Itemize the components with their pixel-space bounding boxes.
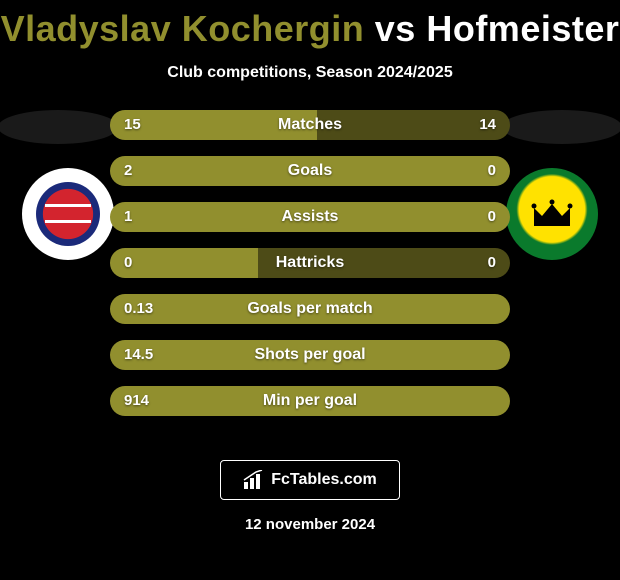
stat-label: Assists: [110, 202, 510, 232]
stat-label: Goals: [110, 156, 510, 186]
comparison-title: Vladyslav Kochergin vs Hofmeister: [0, 0, 620, 50]
brand-text: FcTables.com: [271, 471, 377, 489]
stat-bars-container: Matches1514Goals20Assists10Hattricks00Go…: [110, 110, 510, 432]
club-badge-player1-inner: [36, 182, 100, 246]
stat-value-player2: 0: [488, 202, 496, 232]
stat-value-player1: 14.5: [124, 340, 153, 370]
player1-name: Vladyslav Kochergin: [1, 8, 365, 49]
vs-separator: vs: [375, 8, 416, 49]
club-badge-player1: [22, 168, 114, 260]
stat-row: Goals2 0: [110, 156, 510, 186]
stat-label: Min per goal: [110, 386, 510, 416]
club-badge-player2: [506, 168, 598, 260]
stat-value-player1: 2: [124, 156, 132, 186]
stat-row: Min per goal914: [110, 386, 510, 416]
comparison-stage: Matches1514Goals20Assists10Hattricks00Go…: [0, 110, 620, 450]
stat-value-player1: 1: [124, 202, 132, 232]
stat-value-player1: 0.13: [124, 294, 153, 324]
stat-value-player2: 0: [488, 156, 496, 186]
stat-row: Hattricks0 0: [110, 248, 510, 278]
stat-value-player2: 14: [479, 110, 496, 140]
stat-value-player2: 0: [488, 248, 496, 278]
stat-row: Matches15 14: [110, 110, 510, 140]
stat-value-player1: 0: [124, 248, 132, 278]
stat-label: Shots per goal: [110, 340, 510, 370]
brand-chart-icon: [243, 470, 265, 490]
shadow-ellipse-right: [502, 110, 620, 144]
stat-label: Matches: [110, 110, 510, 140]
stat-row: Shots per goal14.5: [110, 340, 510, 370]
subtitle: Club competitions, Season 2024/2025: [0, 64, 620, 82]
stat-row: Goals per match0.13: [110, 294, 510, 324]
player2-name: Hofmeister: [426, 8, 619, 49]
crown-icon: [530, 198, 574, 230]
stat-row: Assists1 0: [110, 202, 510, 232]
footer-date: 12 november 2024: [0, 516, 620, 533]
stat-value-player1: 914: [124, 386, 149, 416]
stat-label: Goals per match: [110, 294, 510, 324]
brand-badge: FcTables.com: [220, 460, 400, 500]
shadow-ellipse-left: [0, 110, 118, 144]
stat-value-player1: 15: [124, 110, 141, 140]
stat-label: Hattricks: [110, 248, 510, 278]
